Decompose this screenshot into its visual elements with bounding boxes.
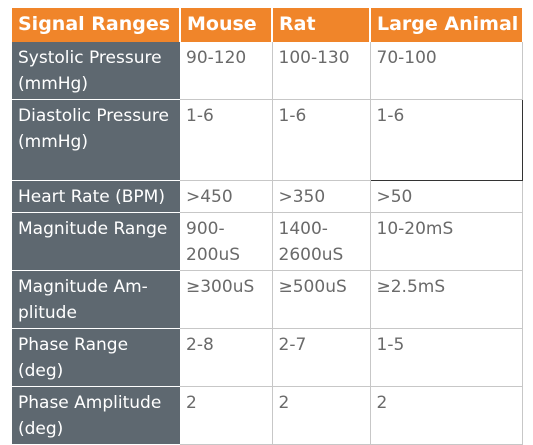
cell-rat: >350	[272, 180, 371, 213]
label-line: Heart Rate (BPM)	[18, 187, 165, 207]
cell-large-animal: 10-20mS	[370, 212, 523, 271]
cell-mouse: 2-8	[180, 328, 273, 387]
label-magnitude-range: Magnitude Range	[12, 212, 180, 271]
label-heart-rate: Heart Rate (BPM)	[12, 180, 180, 213]
cell-large-animal: ≥2.5mS	[370, 270, 523, 329]
cell-rat: 2-7	[272, 328, 371, 387]
label-line: (mmHg)	[18, 132, 88, 152]
label-line: plitude	[18, 303, 77, 323]
cell-mouse: 90-120	[180, 42, 273, 100]
label-systolic-pressure: Systolic Pressure (mmHg)	[12, 42, 180, 100]
label-line: Magnitude Range	[18, 219, 168, 239]
cell-rat: 1400- 2600uS	[272, 212, 371, 271]
cell-large-animal: 70-100	[370, 42, 523, 100]
cell-large-animal: 1-5	[370, 328, 523, 387]
label-line: Diastolic Pressure	[18, 106, 169, 126]
header-large-animal: Large Animal	[370, 8, 522, 42]
cell-rat: ≥500uS	[272, 270, 371, 329]
label-phase-amplitude: Phase Amplitude (deg)	[12, 386, 180, 445]
label-line: (mmHg)	[18, 74, 88, 94]
cell-large-animal: 2	[370, 386, 523, 445]
cell-rat: 100-130	[272, 42, 371, 100]
label-line: Systolic Pressure	[18, 48, 162, 68]
value-line: 200uS	[186, 245, 241, 265]
row-phase-amplitude: Phase Amplitude (deg) 2 2 2	[12, 386, 523, 445]
row-systolic-pressure: Systolic Pressure (mmHg) 90-120 100-130 …	[12, 42, 523, 100]
cell-mouse: >450	[180, 180, 273, 213]
label-line: Phase Amplitude	[18, 393, 162, 413]
row-magnitude-amplitude: Magnitude Am- plitude ≥300uS ≥500uS ≥2.5…	[12, 270, 523, 329]
label-line: (deg)	[18, 361, 64, 381]
cell-rat: 2	[272, 386, 371, 445]
label-magnitude-amplitude: Magnitude Am- plitude	[12, 270, 180, 329]
row-heart-rate: Heart Rate (BPM) >450 >350 >50	[12, 180, 523, 213]
value-line: 900-	[186, 219, 225, 239]
header-row: Signal Ranges Mouse Rat Large Animal	[12, 8, 522, 42]
cell-mouse: 2	[180, 386, 273, 445]
value-line: 2600uS	[278, 245, 344, 265]
cell-rat: 1-6	[272, 99, 371, 181]
cell-large-animal: 1-6	[369, 99, 523, 181]
label-line: Magnitude Am-	[18, 277, 148, 297]
label-line: (deg)	[18, 419, 64, 439]
row-magnitude-range: Magnitude Range 900- 200uS 1400- 2600uS …	[12, 212, 523, 271]
row-diastolic-pressure: Diastolic Pressure (mmHg) 1-6 1-6 1-6	[12, 99, 523, 181]
signal-ranges-table: Signal Ranges Mouse Rat Large Animal Sys…	[12, 8, 523, 445]
value-line: 1400-	[278, 219, 328, 239]
cell-mouse: 900- 200uS	[180, 212, 273, 271]
header-signal-ranges: Signal Ranges	[12, 8, 181, 42]
label-diastolic-pressure: Diastolic Pressure (mmHg)	[12, 99, 180, 181]
header-rat: Rat	[272, 8, 371, 42]
label-line: Phase Range	[18, 335, 129, 355]
cell-mouse: 1-6	[180, 99, 273, 181]
row-phase-range: Phase Range (deg) 2-8 2-7 1-5	[12, 328, 523, 387]
header-mouse: Mouse	[180, 8, 273, 42]
label-phase-range: Phase Range (deg)	[12, 328, 180, 387]
cell-mouse: ≥300uS	[180, 270, 273, 329]
cell-large-animal: >50	[370, 180, 523, 213]
